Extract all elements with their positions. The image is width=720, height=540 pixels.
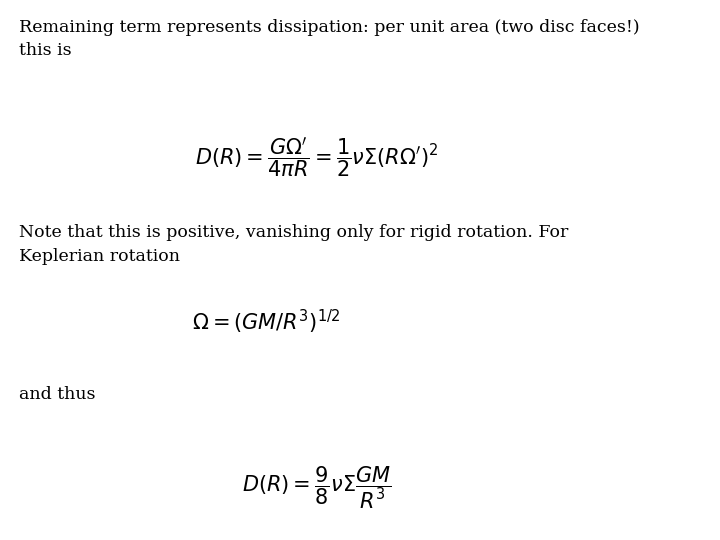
Text: $D(R) = \dfrac{G\Omega'}{4\pi R} = \dfrac{1}{2}\nu\Sigma(R\Omega')^2$: $D(R) = \dfrac{G\Omega'}{4\pi R} = \dfra… xyxy=(195,135,438,179)
Text: and thus: and thus xyxy=(19,386,96,403)
Text: $D(R) = \dfrac{9}{8}\nu\Sigma\dfrac{GM}{R^3}$: $D(R) = \dfrac{9}{8}\nu\Sigma\dfrac{GM}{… xyxy=(242,464,392,510)
Text: $\Omega = (GM / R^3)^{1/2}$: $\Omega = (GM / R^3)^{1/2}$ xyxy=(192,308,341,336)
Text: Note that this is positive, vanishing only for rigid rotation. For
Keplerian rot: Note that this is positive, vanishing on… xyxy=(19,224,569,265)
Text: Remaining term represents dissipation: per unit area (two disc faces!)
this is: Remaining term represents dissipation: p… xyxy=(19,19,640,59)
